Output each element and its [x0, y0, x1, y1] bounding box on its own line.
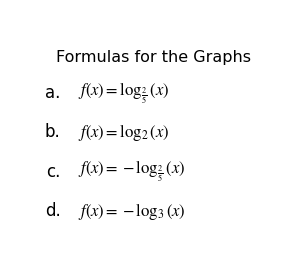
Text: $f(x) = \log_{2}(x)$: $f(x) = \log_{2}(x)$	[78, 122, 170, 143]
Text: d.: d.	[45, 202, 60, 220]
Text: $f(x) = \log_{\frac{2}{5}}(x)$: $f(x) = \log_{\frac{2}{5}}(x)$	[78, 80, 169, 106]
Text: a.: a.	[45, 84, 60, 102]
Text: b.: b.	[45, 124, 60, 142]
Text: $f(x) = -\log_{\frac{2}{5}}(x)$: $f(x) = -\log_{\frac{2}{5}}(x)$	[78, 159, 185, 184]
Text: c.: c.	[46, 163, 60, 181]
Text: Formulas for the Graphs: Formulas for the Graphs	[56, 50, 251, 65]
Text: $f(x) = -\log_{3}(x)$: $f(x) = -\log_{3}(x)$	[78, 201, 186, 222]
